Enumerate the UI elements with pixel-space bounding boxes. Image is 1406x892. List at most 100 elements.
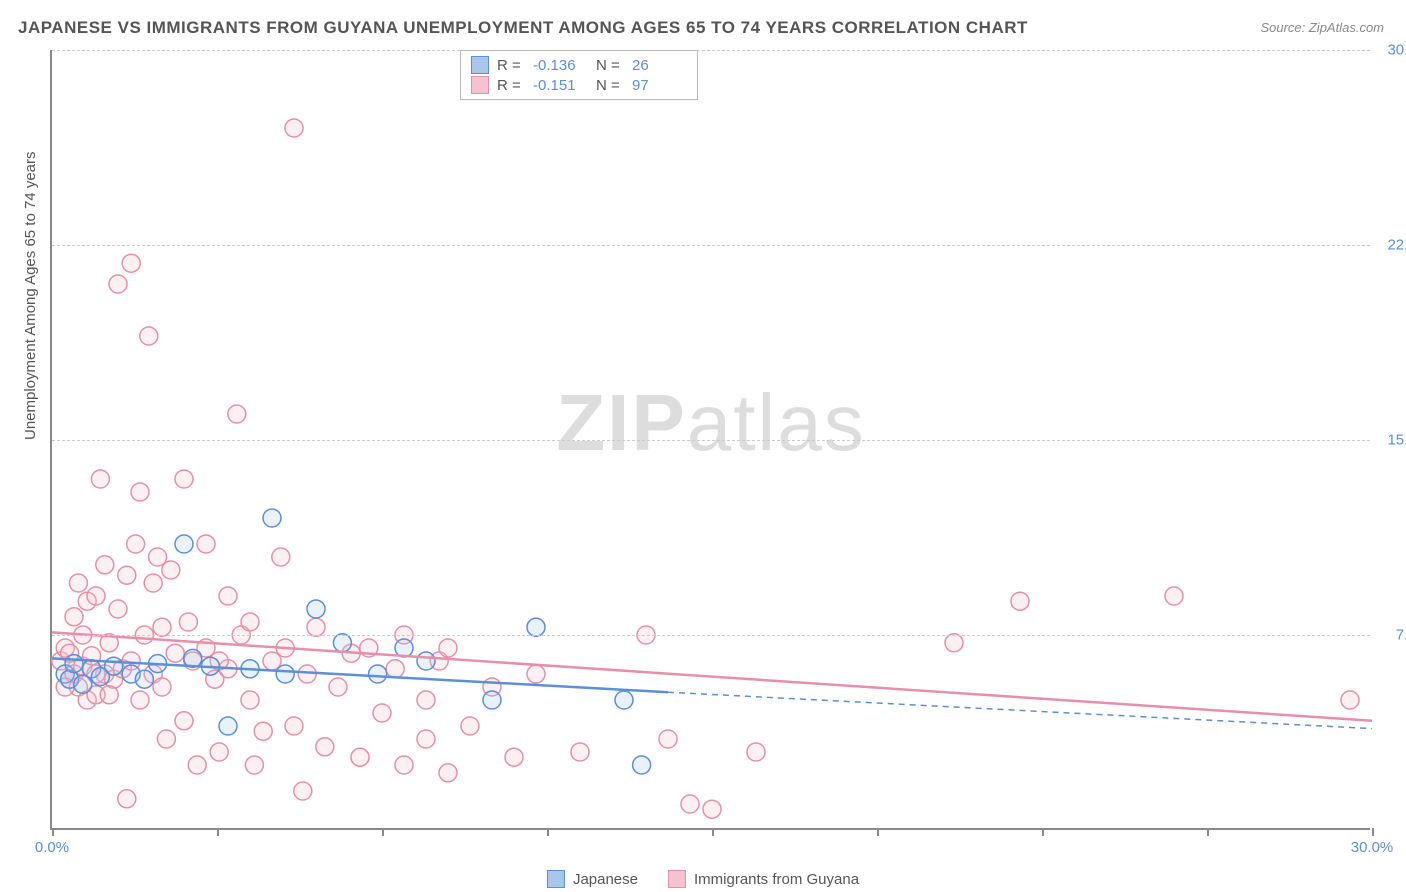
swatch-guyana — [668, 870, 686, 888]
scatter-point — [417, 730, 435, 748]
scatter-point — [272, 548, 290, 566]
scatter-point — [118, 790, 136, 808]
gridline-h — [52, 635, 1370, 636]
scatter-point — [285, 119, 303, 137]
scatter-point — [175, 712, 193, 730]
scatter-point — [96, 556, 114, 574]
legend-row-japanese: R = -0.136 N = 26 — [471, 55, 687, 75]
x-tick — [877, 828, 879, 836]
n-label: N = — [596, 57, 624, 74]
n-label: N = — [596, 77, 624, 94]
chart-title: JAPANESE VS IMMIGRANTS FROM GUYANA UNEMP… — [18, 18, 1028, 38]
scatter-point — [1341, 691, 1359, 709]
scatter-point — [100, 686, 118, 704]
scatter-point — [703, 800, 721, 818]
scatter-point — [91, 470, 109, 488]
x-tick — [217, 828, 219, 836]
scatter-point — [439, 639, 457, 657]
scatter-point — [307, 618, 325, 636]
y-axis-title: Unemployment Among Ages 65 to 74 years — [22, 151, 39, 440]
scatter-point — [140, 327, 158, 345]
scatter-point — [316, 738, 334, 756]
scatter-point — [417, 691, 435, 709]
scatter-point — [87, 587, 105, 605]
n-value-japanese: 26 — [632, 57, 687, 74]
gridline-h — [52, 245, 1370, 246]
scatter-point — [65, 608, 83, 626]
x-tick — [52, 828, 54, 836]
scatter-point — [122, 254, 140, 272]
scatter-point — [219, 717, 237, 735]
x-tick — [712, 828, 714, 836]
scatter-point — [395, 756, 413, 774]
x-tick-label: 30.0% — [1351, 839, 1394, 856]
scatter-point — [144, 574, 162, 592]
scatter-point — [65, 655, 83, 673]
chart-svg — [52, 50, 1370, 828]
y-tick-label: 7.5% — [1396, 627, 1406, 644]
scatter-point — [329, 678, 347, 696]
swatch-japanese — [547, 870, 565, 888]
scatter-point — [131, 691, 149, 709]
scatter-point — [483, 691, 501, 709]
y-tick-label: 30.0% — [1387, 42, 1406, 59]
x-tick-label: 0.0% — [35, 839, 69, 856]
scatter-point — [285, 717, 303, 735]
scatter-point — [118, 566, 136, 584]
scatter-point — [241, 613, 259, 631]
scatter-point — [127, 535, 145, 553]
scatter-point — [659, 730, 677, 748]
r-label: R = — [497, 77, 525, 94]
scatter-point — [263, 509, 281, 527]
scatter-point — [333, 634, 351, 652]
scatter-point — [175, 470, 193, 488]
scatter-point — [219, 587, 237, 605]
scatter-point — [188, 756, 206, 774]
legend-item-japanese: Japanese — [547, 870, 638, 888]
n-value-guyana: 97 — [632, 77, 687, 94]
scatter-point — [439, 764, 457, 782]
scatter-point — [527, 618, 545, 636]
x-tick — [1042, 828, 1044, 836]
scatter-point — [1011, 592, 1029, 610]
r-value-japanese: -0.136 — [533, 57, 588, 74]
legend-row-guyana: R = -0.151 N = 97 — [471, 75, 687, 95]
scatter-point — [417, 652, 435, 670]
scatter-point — [162, 561, 180, 579]
legend-item-guyana: Immigrants from Guyana — [668, 870, 859, 888]
scatter-point — [105, 657, 123, 675]
source-attribution: Source: ZipAtlas.com — [1260, 20, 1384, 35]
scatter-point — [228, 405, 246, 423]
scatter-point — [175, 535, 193, 553]
scatter-point — [179, 613, 197, 631]
scatter-point — [245, 756, 263, 774]
scatter-point — [153, 618, 171, 636]
scatter-point — [369, 665, 387, 683]
scatter-point — [681, 795, 699, 813]
scatter-point — [307, 600, 325, 618]
x-tick — [1372, 828, 1374, 836]
scatter-point — [373, 704, 391, 722]
gridline-h — [52, 440, 1370, 441]
swatch-guyana — [471, 76, 489, 94]
scatter-point — [109, 275, 127, 293]
plot-area: ZIPatlas 7.5%15.0%22.5%30.0%0.0%30.0% — [50, 50, 1370, 830]
x-tick — [1207, 828, 1209, 836]
scatter-point — [276, 665, 294, 683]
scatter-point — [254, 722, 272, 740]
scatter-point — [157, 730, 175, 748]
scatter-point — [166, 644, 184, 662]
scatter-point — [386, 660, 404, 678]
scatter-point — [294, 782, 312, 800]
scatter-point — [615, 691, 633, 709]
y-tick-label: 15.0% — [1387, 432, 1406, 449]
scatter-point — [197, 535, 215, 553]
scatter-point — [505, 748, 523, 766]
scatter-point — [153, 678, 171, 696]
y-tick-label: 22.5% — [1387, 237, 1406, 254]
correlation-legend: R = -0.136 N = 26 R = -0.151 N = 97 — [460, 50, 698, 100]
swatch-japanese — [471, 56, 489, 74]
scatter-point — [527, 665, 545, 683]
scatter-point — [461, 717, 479, 735]
scatter-point — [210, 743, 228, 761]
